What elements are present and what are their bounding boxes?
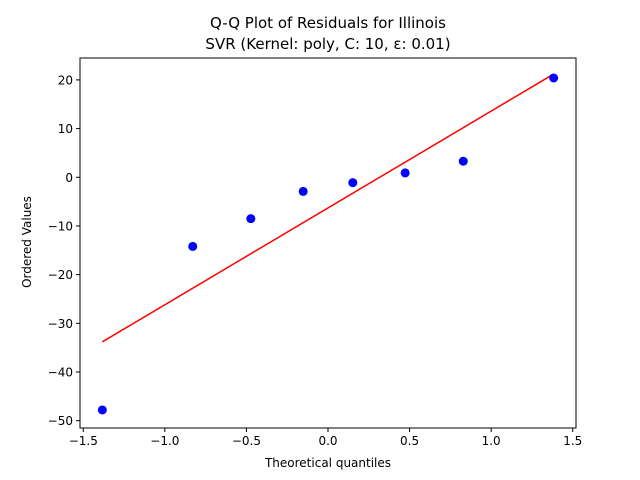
x-tick-label: −1.5 (69, 434, 98, 448)
x-tick-label: −1.0 (150, 434, 179, 448)
y-tick-label: 20 (58, 73, 73, 87)
y-axis-label: Ordered Values (20, 196, 34, 288)
data-point (549, 73, 559, 83)
y-tick-label: −50 (48, 414, 73, 428)
y-tick-label: −20 (48, 268, 73, 282)
x-tick-label: 0.5 (400, 434, 419, 448)
y-tick-label: −40 (48, 366, 73, 380)
data-point (400, 168, 410, 178)
reference-fit-line (101, 73, 555, 343)
x-axis-ticks: −1.5 −1.0 −0.5 0.0 0.5 1.0 1.5 (69, 428, 582, 448)
y-tick-label: 0 (65, 171, 73, 185)
x-axis-label: Theoretical quantiles (264, 456, 391, 470)
y-tick-label: −10 (48, 219, 73, 233)
chart-title-line2: SVR (Kernel: poly, C: 10, ε: 0.01) (205, 35, 450, 53)
data-point (458, 156, 468, 166)
data-point (246, 214, 256, 224)
y-tick-label: −30 (48, 317, 73, 331)
x-tick-label: 0.0 (318, 434, 337, 448)
y-axis-ticks: −50 −40 −30 −20 −10 0 10 20 (48, 73, 80, 428)
x-tick-label: 1.0 (482, 434, 501, 448)
axes-frame (79, 57, 577, 429)
data-point (97, 405, 107, 415)
data-point (348, 178, 358, 188)
x-tick-label: 1.5 (563, 434, 582, 448)
plot-area (79, 57, 577, 429)
data-point (188, 241, 198, 251)
chart-title-line1: Q-Q Plot of Residuals for Illinois (210, 14, 446, 32)
x-tick-label: −0.5 (232, 434, 261, 448)
data-point (298, 186, 308, 196)
y-tick-label: 10 (58, 122, 73, 136)
